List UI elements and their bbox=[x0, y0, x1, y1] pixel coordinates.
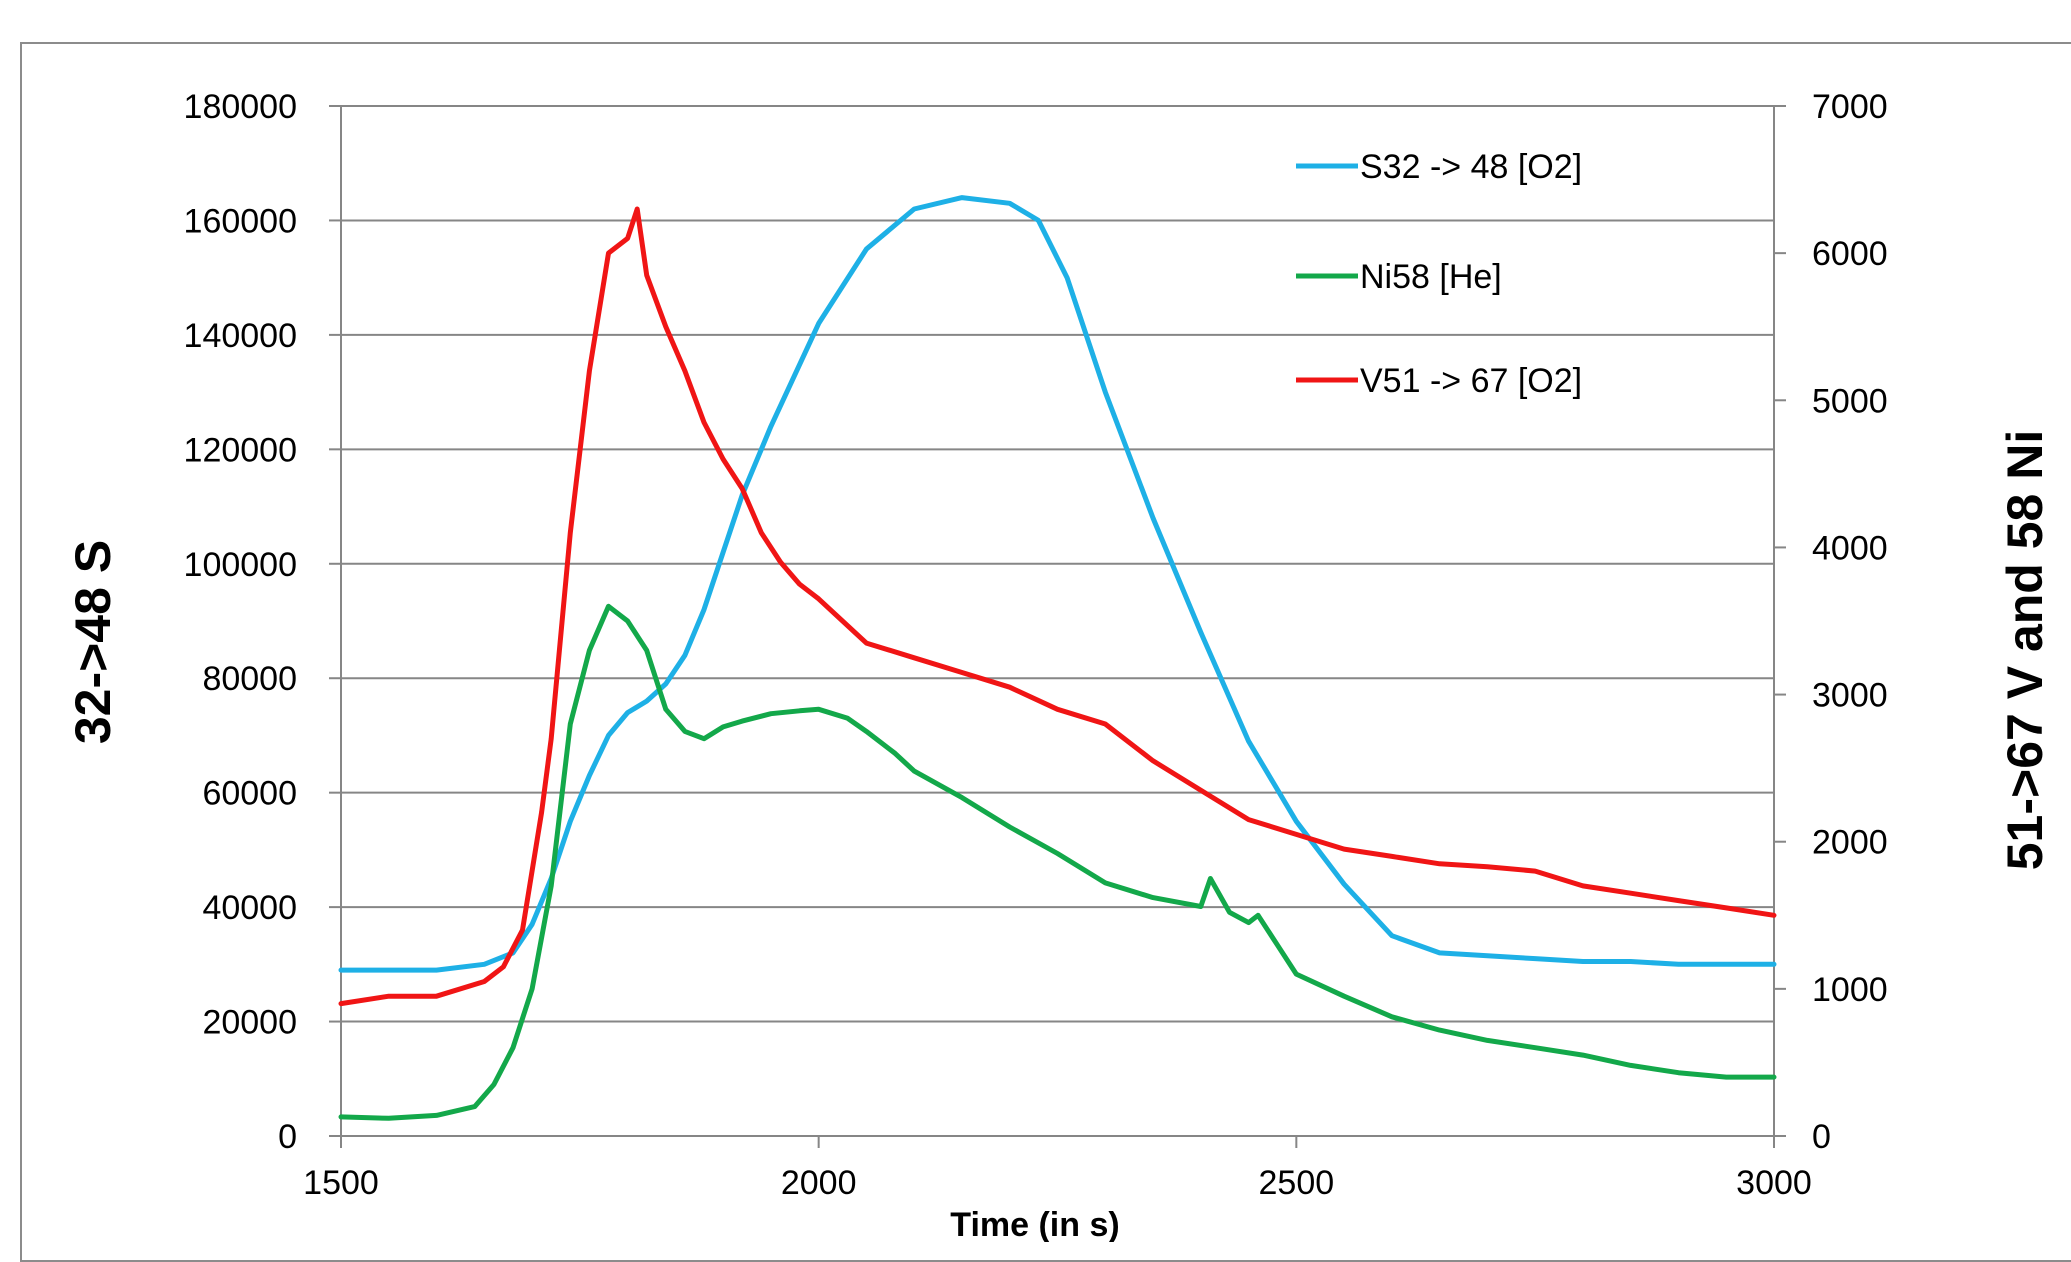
right-y-tick-label: 1000 bbox=[1812, 971, 1888, 1009]
legend-label: Ni58 [He] bbox=[1360, 258, 1502, 296]
right-y-tick-label: 7000 bbox=[1812, 88, 1888, 126]
x-tick-label: 2500 bbox=[1259, 1164, 1335, 1202]
left-y-tick-label: 180000 bbox=[184, 88, 297, 126]
x-tick-label: 1500 bbox=[303, 1164, 379, 1202]
left-y-tick-label: 160000 bbox=[184, 202, 297, 240]
left-y-tick-label: 100000 bbox=[184, 546, 297, 584]
left-y-tick-labels: 0 20000 40000 60000 80000 100000 120000 140000 1… bbox=[184, 88, 297, 1156]
left-y-tick-label: 140000 bbox=[184, 317, 297, 355]
left-y-tick-label: 20000 bbox=[202, 1004, 297, 1042]
series-line-ni58 bbox=[338, 603, 1777, 1121]
series-line-v51 bbox=[338, 206, 1777, 1007]
right-y-tick-labels: 0 1000 2000 3000 4000 5000 6000 7000 bbox=[1812, 88, 1888, 1156]
right-y-tick-label: 0 bbox=[1812, 1118, 1831, 1156]
left-y-tick-label: 80000 bbox=[202, 660, 297, 698]
series-line-s32 bbox=[338, 195, 1777, 973]
right-y-tick-label: 3000 bbox=[1812, 677, 1888, 715]
left-y-tick-label: 60000 bbox=[202, 775, 297, 813]
series-lines bbox=[338, 195, 1777, 1121]
left-y-tick-label: 120000 bbox=[184, 431, 297, 469]
legend-label: S32 -> 48 [O2] bbox=[1360, 148, 1582, 186]
right-y-tick-label: 6000 bbox=[1812, 235, 1888, 273]
gridlines bbox=[341, 105, 1774, 1023]
legend-label: V51 -> 67 [O2] bbox=[1360, 362, 1582, 400]
right-y-tick-label: 4000 bbox=[1812, 529, 1888, 567]
legend: S32 -> 48 [O2] Ni58 [He] V51 -> 67 [O2] bbox=[1296, 148, 1582, 400]
tick-marks bbox=[329, 105, 1786, 1148]
right-y-axis-label: 51->67 V and 58 Ni bbox=[1997, 430, 2053, 871]
x-tick-labels: 1500 2000 2500 3000 bbox=[303, 1164, 1812, 1202]
left-y-tick-label: 40000 bbox=[202, 889, 297, 927]
chart-frame bbox=[20, 42, 2071, 1262]
right-y-tick-label: 5000 bbox=[1812, 382, 1888, 420]
left-y-tick-label: 0 bbox=[278, 1118, 297, 1156]
x-tick-label: 2000 bbox=[781, 1164, 857, 1202]
x-tick-label: 3000 bbox=[1736, 1164, 1812, 1202]
x-axis-label: Time (in s) bbox=[950, 1206, 1119, 1242]
left-y-axis-label: 32->48 S bbox=[65, 540, 121, 744]
right-y-tick-label: 2000 bbox=[1812, 824, 1888, 862]
